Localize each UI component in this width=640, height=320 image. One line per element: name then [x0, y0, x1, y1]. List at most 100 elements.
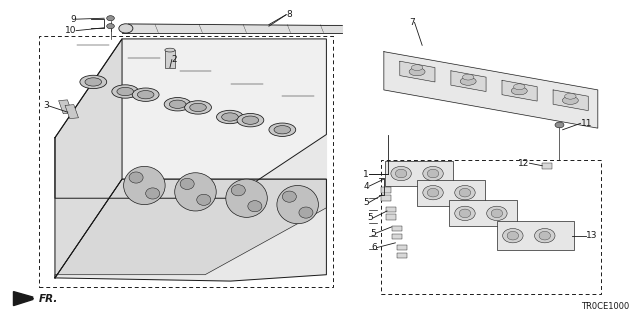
Polygon shape [13, 292, 33, 306]
Text: 5: 5 [364, 198, 369, 207]
FancyBboxPatch shape [385, 161, 453, 187]
Ellipse shape [85, 78, 102, 86]
Polygon shape [55, 39, 122, 278]
Polygon shape [384, 52, 598, 128]
Bar [541, 163, 552, 169]
Ellipse shape [513, 84, 525, 90]
Text: 3: 3 [43, 101, 49, 110]
Ellipse shape [486, 206, 507, 220]
Ellipse shape [132, 88, 159, 101]
Ellipse shape [455, 186, 475, 200]
Polygon shape [55, 179, 326, 281]
Ellipse shape [119, 24, 133, 33]
Polygon shape [122, 134, 326, 198]
Ellipse shape [534, 228, 555, 243]
FancyBboxPatch shape [497, 221, 574, 250]
Bar [392, 234, 402, 239]
Ellipse shape [274, 125, 291, 134]
Bar [397, 245, 407, 251]
Ellipse shape [80, 75, 107, 89]
Bar [386, 206, 396, 212]
Polygon shape [451, 71, 486, 92]
Ellipse shape [507, 231, 518, 240]
Ellipse shape [460, 209, 470, 218]
Bar [165, 50, 175, 68]
Ellipse shape [164, 98, 191, 111]
Text: 10: 10 [65, 26, 76, 35]
Ellipse shape [428, 188, 439, 197]
Ellipse shape [221, 113, 238, 121]
Ellipse shape [539, 231, 550, 240]
Ellipse shape [175, 173, 216, 211]
Bar [392, 226, 402, 231]
Ellipse shape [107, 24, 115, 29]
Ellipse shape [423, 166, 444, 181]
Text: 4: 4 [364, 182, 369, 191]
Polygon shape [55, 39, 326, 198]
Ellipse shape [248, 201, 262, 212]
Ellipse shape [511, 87, 527, 95]
Ellipse shape [409, 68, 425, 76]
Ellipse shape [396, 169, 407, 178]
Ellipse shape [460, 188, 470, 197]
Bar [386, 214, 396, 220]
Ellipse shape [564, 93, 576, 99]
Ellipse shape [184, 101, 211, 114]
Ellipse shape [455, 206, 475, 220]
Ellipse shape [226, 179, 268, 217]
Ellipse shape [555, 122, 564, 128]
Bar [381, 196, 391, 201]
Ellipse shape [124, 166, 165, 204]
Ellipse shape [563, 96, 579, 104]
Ellipse shape [170, 100, 186, 108]
Ellipse shape [189, 103, 206, 112]
Bar [59, 100, 72, 114]
Bar [397, 253, 407, 259]
FancyBboxPatch shape [417, 180, 484, 205]
Ellipse shape [180, 178, 194, 189]
Ellipse shape [129, 172, 143, 183]
Ellipse shape [107, 16, 115, 21]
Ellipse shape [460, 77, 476, 85]
Bar [381, 188, 391, 193]
Ellipse shape [491, 209, 502, 218]
Ellipse shape [269, 123, 296, 136]
FancyBboxPatch shape [449, 200, 516, 226]
Text: TR0CE1000: TR0CE1000 [582, 302, 630, 311]
Ellipse shape [463, 74, 474, 80]
Text: 5: 5 [370, 229, 376, 238]
Ellipse shape [165, 48, 175, 52]
Polygon shape [400, 61, 435, 82]
Text: 6: 6 [371, 243, 377, 252]
Text: 12: 12 [518, 159, 529, 168]
Text: 1: 1 [364, 170, 369, 179]
Ellipse shape [299, 207, 313, 218]
Ellipse shape [146, 188, 160, 199]
Polygon shape [55, 179, 326, 278]
Polygon shape [122, 24, 342, 33]
Text: 2: 2 [172, 55, 177, 64]
Ellipse shape [412, 65, 423, 70]
Ellipse shape [277, 186, 319, 224]
Ellipse shape [237, 114, 264, 127]
Bar [39, 36, 333, 287]
Ellipse shape [216, 110, 243, 124]
Ellipse shape [428, 169, 439, 178]
Bar [65, 105, 79, 119]
Ellipse shape [282, 191, 296, 202]
Text: 8: 8 [286, 10, 292, 19]
Ellipse shape [423, 186, 444, 200]
Polygon shape [553, 90, 588, 111]
Text: 9: 9 [70, 15, 76, 24]
Ellipse shape [112, 85, 139, 98]
Ellipse shape [391, 166, 412, 181]
Text: 11: 11 [580, 119, 592, 128]
Ellipse shape [231, 185, 245, 196]
Ellipse shape [502, 228, 523, 243]
Text: 5: 5 [367, 213, 373, 222]
Polygon shape [502, 80, 537, 101]
Ellipse shape [117, 87, 134, 96]
Bar [381, 160, 601, 294]
Text: 13: 13 [586, 231, 597, 240]
Text: 7: 7 [409, 18, 415, 27]
